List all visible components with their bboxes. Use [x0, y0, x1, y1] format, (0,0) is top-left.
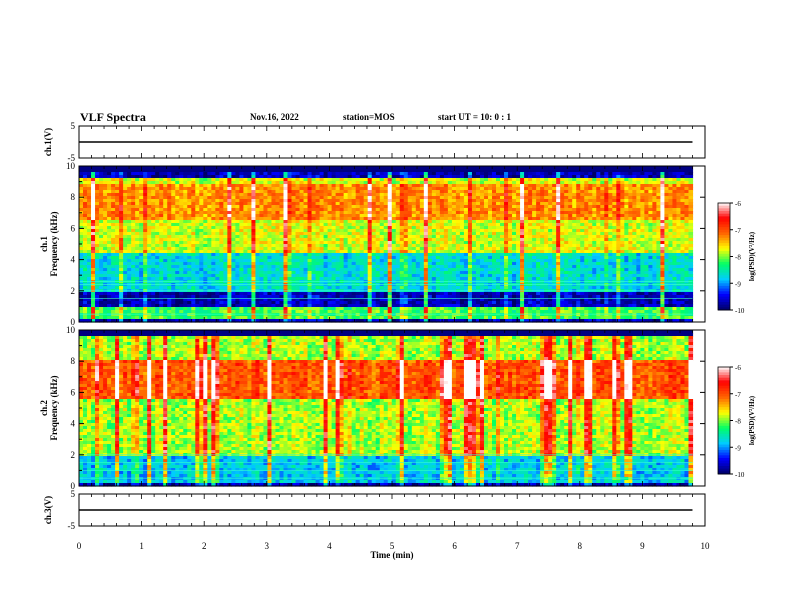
xtick-label: 4 — [327, 541, 332, 551]
ch1-spectrogram-ytick-label: 4 — [71, 255, 76, 265]
ch1-spectrogram-colorbar-tick-label: -8 — [735, 254, 741, 262]
xtick-label: 10 — [701, 541, 711, 551]
ch2-spectrogram-colorbar: -6 -7 -8 -9 -10 log(PSD)(V²/Hz) — [717, 364, 756, 479]
ch2-spectrogram-colorbar-tick-label: -9 — [735, 444, 741, 452]
ch3-waveform-ytick-label: -5 — [68, 521, 76, 531]
ch2-spectrogram-ytick-label: 8 — [71, 356, 76, 366]
ch2-spectrogram-colorbar-tick-label: -7 — [735, 391, 741, 399]
ch3-waveform-panel: 5 -5 ch.3(V) — [43, 489, 706, 531]
ch2-spectrogram-image — [79, 330, 694, 487]
xtick-label: 8 — [578, 541, 583, 551]
ch2-spectrogram-ylabel-channel: ch.2 — [39, 400, 49, 416]
ch1-spectrogram-colorbar-tick-label: -7 — [735, 227, 741, 235]
ch1-waveform-ylabel: ch.1(V) — [43, 128, 53, 156]
ch3-waveform-ytick-label: 5 — [71, 489, 76, 499]
xtick-label: 2 — [202, 541, 207, 551]
ch1-spectrogram-ylabel-frequency: Frequency (kHz) — [49, 211, 59, 276]
chart-title: VLF Spectra — [80, 110, 146, 124]
ch1-spectrogram-ytick-label: 6 — [71, 223, 76, 233]
ch2-spectrogram-panel: 0 2 4 6 8 10 ch.2 Frequency (kHz) — [39, 325, 706, 491]
ch2-spectrogram-ytick-label: 0 — [71, 481, 76, 491]
ch2-spectrogram-ylabel-frequency: Frequency (kHz) — [49, 375, 59, 440]
xtick-label: 3 — [265, 541, 270, 551]
ch2-spectrogram-ytick-label: 2 — [71, 450, 76, 460]
ch1-spectrogram-image — [79, 166, 694, 323]
ch1-spectrogram-colorbar-label: log(PSD)(V²/Hz) — [748, 231, 756, 281]
ch1-spectrogram-ytick-label: 2 — [71, 286, 76, 296]
ch1-spectrogram-ytick-label: 10 — [66, 161, 76, 171]
xtick-label: 7 — [515, 541, 520, 551]
ch2-spectrogram-colorbar-tick-label: -8 — [735, 418, 741, 426]
x-axis-label: Time (min) — [370, 550, 413, 560]
ch1-waveform-panel: 5 -5 ch.1(V) — [43, 121, 706, 163]
start-time-label: start UT = 10: 0 : 1 — [438, 112, 511, 122]
station-label: station=MOS — [343, 112, 395, 122]
ch2-spectrogram-colorbar-tick-label: -6 — [735, 364, 741, 372]
ch1-spectrogram-panel: 0 2 4 6 8 10 ch.1 Frequency (kHz) — [39, 161, 706, 327]
xtick-label: 5 — [390, 541, 395, 551]
ch2-spectrogram-ytick-label: 10 — [66, 325, 76, 335]
ch1-spectrogram-ylabel-channel: ch.1 — [39, 236, 49, 252]
ch2-spectrogram-colorbar-label: log(PSD)(V²/Hz) — [748, 395, 756, 445]
ch1-spectrogram-ytick-label: 0 — [71, 317, 76, 327]
ch1-spectrogram-colorbar-tick-label: -10 — [735, 307, 745, 315]
ch1-spectrogram-colorbar-tick-label: -9 — [735, 280, 741, 288]
xtick-label: 0 — [77, 541, 82, 551]
xtick-label: 9 — [640, 541, 645, 551]
xtick-label: 1 — [139, 541, 144, 551]
ch1-waveform-ytick-label: -5 — [68, 153, 76, 163]
ch2-spectrogram-ytick-label: 6 — [71, 387, 76, 397]
ch2-spectrogram-colorbar-tick-label: -10 — [735, 471, 745, 479]
ch1-spectrogram-ytick-label: 8 — [71, 192, 76, 202]
ch1-spectrogram-colorbar: -6 -7 -8 -9 -10 log(PSD)(V²/Hz) — [717, 200, 756, 315]
date-label: Nov.16, 2022 — [250, 112, 299, 122]
ch1-spectrogram-colorbar-tick-label: -6 — [735, 200, 741, 208]
ch3-waveform-ylabel: ch.3(V) — [43, 496, 53, 524]
ch2-spectrogram-ytick-label: 4 — [71, 419, 76, 429]
xtick-label: 6 — [452, 541, 457, 551]
ch1-waveform-ytick-label: 5 — [71, 121, 76, 131]
